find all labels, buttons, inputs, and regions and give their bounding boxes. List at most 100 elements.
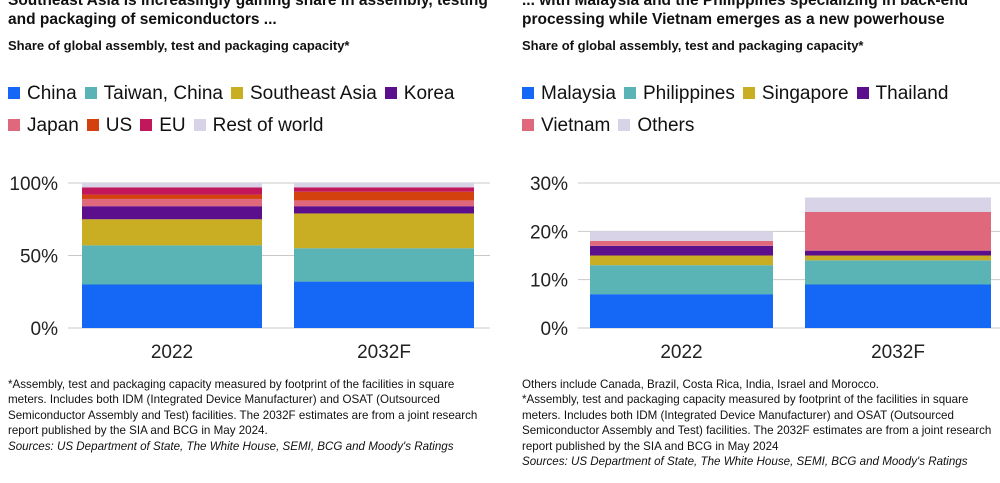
legend-label: Thailand [875,83,949,104]
bar-segment-japan [294,200,474,207]
footnote: *Assembly, test and packaging capacity m… [522,393,992,453]
legend-item-southeast-asia: Southeast Asia [231,78,377,110]
title-line: Southeast Asia is increasingly gaining s… [8,0,488,9]
bar-segment-southeast-asia [294,213,474,249]
x-tick-label: 2022 [151,342,193,363]
y-tick-label: 100% [9,174,58,195]
legend-item-philippines: Philippines [623,78,735,110]
legend-label: EU [159,115,186,136]
stacked-bar-chart: 0% 50% 100% 2022 2032F [9,174,490,363]
legend-swatch [384,87,397,99]
chart-subtitle: Share of global assembly, test and packa… [8,38,350,53]
x-tick-label: 2032F [357,342,411,363]
legend-swatch [618,119,631,131]
legend-swatch [742,87,755,99]
left-panel: Southeast Asia is increasingly gaining s… [0,0,490,483]
chart-subtitle: Share of global assembly, test and packa… [522,38,864,53]
legend-label: Others [637,115,695,136]
legend-label: Korea [403,83,455,104]
chart-legend: China Taiwan, China Southeast Asia Korea Jap… [8,78,468,142]
legend-swatch [193,119,206,131]
legend-label: Rest of world [212,115,324,136]
bar-segment-thailand [805,250,991,256]
legend-swatch [8,119,20,131]
x-tick-label: 2022 [660,342,702,363]
title-line: ... with Malaysia and the Philippines sp… [522,0,969,9]
bar-segment-malaysia [590,294,773,328]
legend-item-japan: Japan [8,110,79,142]
legend-label: Vietnam [541,115,611,136]
legend-label: Philippines [642,83,735,104]
bar-segment-china [82,284,262,328]
bar-segment-korea [294,206,474,214]
bar-segment-us [82,194,262,199]
y-tick-label: 0% [541,319,569,340]
y-tick-label: 10% [530,271,568,292]
legend-item-korea: Korea [384,78,455,110]
legend-item-rest-of-world: Rest of world [193,110,324,142]
bar-segment-eu [82,187,262,195]
bar-segment-rest-of-world [82,183,262,188]
bar-segment-singapore [805,255,991,261]
bar-segment-malaysia [805,284,991,328]
legend-label: Taiwan, China [103,83,223,104]
sources-note: Sources: US Department of State, The Whi… [8,439,454,453]
stacked-bar-chart: 0% 10% 20% 30% 2022 2032F [530,174,1000,363]
y-tick-label: 20% [530,222,568,243]
bar-segment-singapore [590,255,773,266]
legend-item-others: Others [618,110,694,142]
legend-label: Southeast Asia [250,83,377,104]
legend-label: Malaysia [541,83,616,104]
legend-swatch [522,119,534,131]
footnote: *Assembly, test and packaging capacity m… [8,378,478,438]
y-tick-label: 0% [31,319,59,340]
legend-swatch [86,119,99,131]
bar-segment-southeast-asia [82,219,262,246]
legend-item-china: China [8,78,77,110]
bar-segment-eu [294,187,474,192]
legend-label: Singapore [761,83,849,104]
bar-segment-rest-of-world [294,183,474,188]
legend-item-thailand: Thailand [856,78,949,110]
legend-item-taiwan-china: Taiwan, China [84,78,223,110]
legend-label: Japan [27,115,79,136]
title-line: processing while Vietnam emerges as a ne… [522,11,945,28]
legend-item-us: US [86,110,133,142]
legend-swatch [623,87,636,99]
chart-notes: *Assembly, test and packaging capacity m… [8,377,488,454]
legend-swatch [522,87,534,99]
chart-title: Southeast Asia is increasingly gaining s… [8,0,488,29]
legend-label: US [105,115,133,136]
chart-notes: Others include Canada, Brazil, Costa Ric… [522,377,1000,469]
legend-item-vietnam: Vietnam [522,110,610,142]
bar-segment-philippines [805,260,991,285]
legend-swatch [140,119,153,131]
legend-swatch [84,87,97,99]
bar-segment-taiwan-china [82,245,262,285]
bar-segment-japan [82,198,262,207]
right-panel: ... with Malaysia and the Philippines sp… [522,0,1000,483]
y-tick-label: 30% [530,174,568,195]
legend-swatch [8,87,20,99]
legend-item-eu: EU [140,110,186,142]
bar-segment-others [805,197,991,212]
y-tick-label: 50% [20,247,58,268]
bar-segment-vietnam [590,241,773,246]
legend-item-singapore: Singapore [742,78,849,110]
legend-swatch [231,87,243,99]
bar-segment-us [294,191,474,201]
chart-title: ... with Malaysia and the Philippines sp… [522,0,968,29]
bar-segment-others [590,231,773,241]
legend-item-malaysia: Malaysia [522,78,616,110]
sources-note: Sources: US Department of State, The Whi… [522,455,968,469]
legend-label: China [27,83,77,104]
title-line: and packaging of semiconductors ... [8,11,277,28]
bar-segment-thailand [590,245,773,256]
bar-segment-china [294,281,474,328]
bar-segment-korea [82,206,262,220]
bar-segment-vietnam [805,212,991,251]
legend-swatch [856,87,869,99]
bar-segment-philippines [590,265,773,295]
footnote: Others include Canada, Brazil, Costa Ric… [522,378,880,391]
chart-legend: Malaysia Philippines Singapore Thailand Viet… [522,78,1000,142]
